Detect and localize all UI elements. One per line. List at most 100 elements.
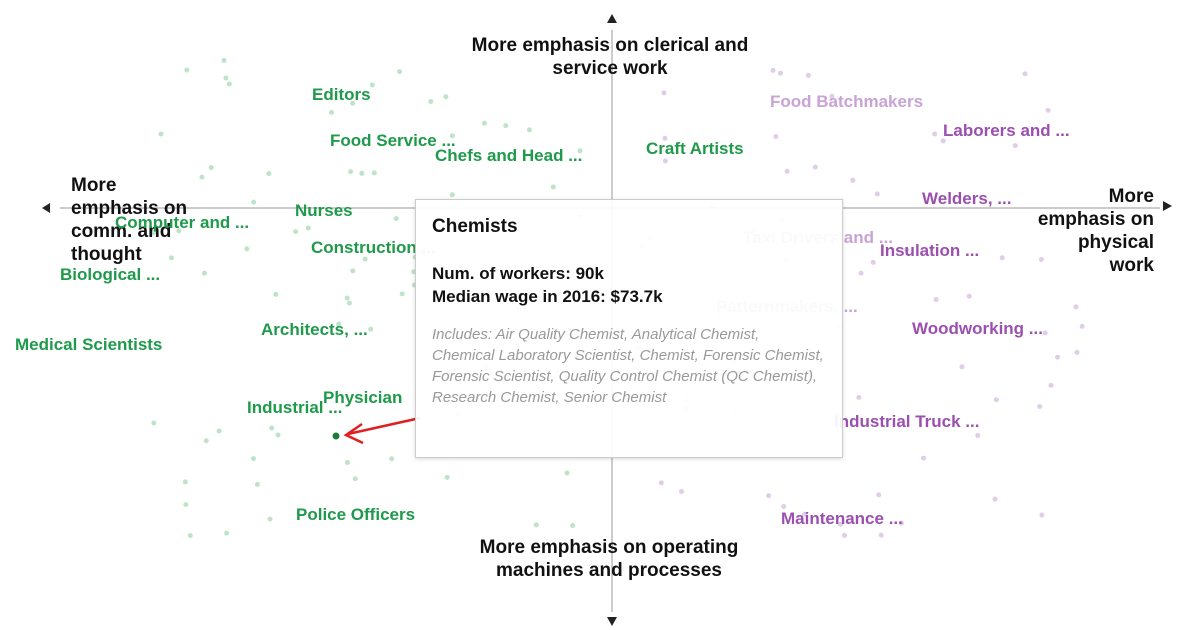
dot[interactable] xyxy=(1073,304,1079,310)
dot[interactable] xyxy=(550,184,556,190)
dot[interactable] xyxy=(1037,403,1043,409)
dot[interactable] xyxy=(344,295,350,301)
job-label[interactable]: Maintenance ... xyxy=(781,509,903,528)
job-label[interactable]: Laborers and ... xyxy=(943,121,1070,140)
dot[interactable] xyxy=(874,191,880,197)
dot[interactable] xyxy=(858,270,864,276)
dot[interactable] xyxy=(805,72,811,78)
dot[interactable] xyxy=(226,81,232,87)
dot[interactable] xyxy=(397,69,403,75)
dot[interactable] xyxy=(959,364,965,370)
job-label[interactable]: Biological ... xyxy=(60,265,161,284)
dot[interactable] xyxy=(187,532,193,538)
job-label[interactable]: Food Batchmakers xyxy=(770,92,924,111)
dot[interactable] xyxy=(305,225,311,231)
dot[interactable] xyxy=(203,438,209,444)
dot[interactable] xyxy=(348,169,354,175)
dot[interactable] xyxy=(1042,330,1048,336)
dot[interactable] xyxy=(444,474,450,480)
dot[interactable] xyxy=(1012,143,1018,149)
dot[interactable] xyxy=(1022,71,1028,77)
dot[interactable] xyxy=(932,131,938,137)
dot[interactable] xyxy=(1048,382,1054,388)
dot[interactable] xyxy=(503,123,509,129)
dot[interactable] xyxy=(850,177,856,183)
dot[interactable] xyxy=(273,291,279,297)
job-label[interactable]: Medical Scientists xyxy=(15,335,163,354)
dot[interactable] xyxy=(526,127,532,133)
dot[interactable] xyxy=(399,291,405,297)
dot[interactable] xyxy=(389,456,395,462)
job-label[interactable]: Physician xyxy=(323,388,403,407)
dot[interactable] xyxy=(428,98,434,104)
job-label[interactable]: Craft Artists xyxy=(646,139,744,158)
dot[interactable] xyxy=(199,174,205,180)
dot[interactable] xyxy=(183,502,189,508)
dot[interactable] xyxy=(802,511,808,517)
dot[interactable] xyxy=(336,321,342,327)
job-label[interactable]: Architects, ... xyxy=(261,320,368,339)
dot[interactable] xyxy=(481,120,487,126)
job-label[interactable]: Construction ... xyxy=(311,238,436,257)
dot[interactable] xyxy=(223,75,229,81)
dot[interactable] xyxy=(1074,349,1080,355)
job-label[interactable]: Computer and ... xyxy=(115,213,250,232)
dot[interactable] xyxy=(878,532,884,538)
dot[interactable] xyxy=(784,168,790,174)
dot[interactable] xyxy=(344,459,350,465)
dot[interactable] xyxy=(275,432,281,438)
job-label[interactable]: Police Officers xyxy=(296,505,416,524)
dot[interactable] xyxy=(921,455,927,461)
dot[interactable] xyxy=(904,247,910,253)
dot[interactable] xyxy=(244,246,250,252)
dot[interactable] xyxy=(393,216,399,222)
dot[interactable] xyxy=(221,57,227,63)
job-label[interactable]: Chefs and Head ... xyxy=(435,146,583,165)
dot[interactable] xyxy=(940,138,946,144)
dot[interactable] xyxy=(216,428,222,434)
dot[interactable] xyxy=(168,255,174,261)
dot[interactable] xyxy=(293,229,299,235)
dot[interactable] xyxy=(533,522,539,528)
dot[interactable] xyxy=(876,492,882,498)
dot[interactable] xyxy=(766,493,772,499)
job-label[interactable]: Woodworking ... xyxy=(912,319,1043,338)
job-label[interactable]: Industrial ... xyxy=(247,398,343,417)
dot[interactable] xyxy=(362,256,368,262)
dot[interactable] xyxy=(1039,512,1045,518)
dot[interactable] xyxy=(898,520,904,526)
dot[interactable] xyxy=(841,532,847,538)
dot[interactable] xyxy=(369,82,375,88)
dot[interactable] xyxy=(224,530,230,536)
dot[interactable] xyxy=(411,269,417,275)
dot[interactable] xyxy=(662,158,668,164)
dot[interactable] xyxy=(781,504,787,510)
dot[interactable] xyxy=(449,192,455,198)
dot[interactable] xyxy=(371,170,377,176)
dot[interactable] xyxy=(266,171,272,177)
dot[interactable] xyxy=(933,296,939,302)
job-label[interactable]: Welders, ... xyxy=(922,189,1012,208)
dot[interactable] xyxy=(870,259,876,265)
job-label[interactable]: Food Service ... xyxy=(330,131,456,150)
dot[interactable] xyxy=(352,476,358,482)
dot[interactable] xyxy=(662,135,668,141)
dot[interactable] xyxy=(346,300,352,306)
dot[interactable] xyxy=(184,67,190,73)
dot[interactable] xyxy=(658,480,664,486)
dot[interactable] xyxy=(359,170,365,176)
dot[interactable] xyxy=(564,470,570,476)
dot[interactable] xyxy=(449,133,455,139)
job-label[interactable]: Nurses xyxy=(295,201,353,220)
dot[interactable] xyxy=(329,109,335,115)
dot[interactable] xyxy=(999,255,1005,261)
dot[interactable] xyxy=(1045,107,1051,113)
dot[interactable] xyxy=(1079,323,1085,329)
dot[interactable] xyxy=(267,516,273,522)
dot[interactable] xyxy=(269,425,275,431)
dot[interactable] xyxy=(829,93,835,99)
dot[interactable] xyxy=(201,270,207,276)
dot[interactable] xyxy=(679,489,685,495)
dot[interactable] xyxy=(837,521,843,527)
dot[interactable] xyxy=(1038,257,1044,263)
